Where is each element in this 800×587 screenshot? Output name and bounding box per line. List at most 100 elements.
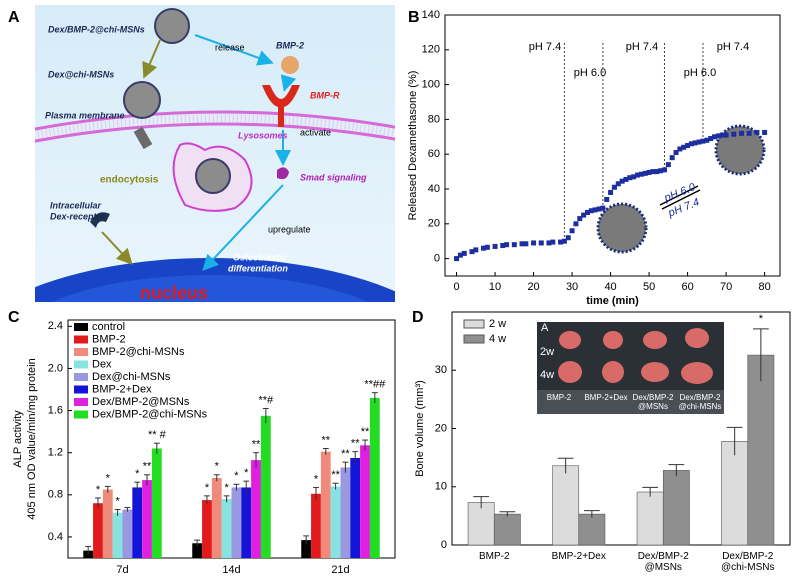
legend-swatch	[74, 335, 88, 344]
significance-label: *	[96, 484, 101, 496]
significance-label: *	[135, 468, 140, 480]
bar	[350, 457, 361, 558]
bar	[369, 397, 380, 558]
data-point	[658, 168, 664, 174]
x-tick-label: 10	[489, 281, 501, 293]
data-point	[688, 141, 694, 147]
arrow	[280, 74, 297, 92]
diagram-label: Smad signaling	[300, 172, 367, 182]
diagram-label: Intracellular	[50, 200, 102, 210]
y-tick-label: 60	[428, 148, 440, 160]
significance-label: **	[322, 434, 331, 446]
x-tick-label: 60	[681, 281, 693, 293]
legend-label: BMP-2@chi-MSNs	[92, 346, 185, 358]
significance-label: **	[331, 469, 340, 481]
diagram-label: BMP-2	[276, 40, 304, 50]
data-point	[519, 241, 525, 247]
y-tick-label: 1.6	[48, 404, 63, 416]
membrane	[35, 110, 395, 131]
x-tick-label: 14d	[222, 564, 240, 576]
diagram-label: differentiation	[228, 263, 288, 273]
data-point	[712, 134, 718, 140]
inset-row-label: 2w	[540, 346, 554, 358]
diagram-label: Dex/BMP-2@chi-MSNs	[48, 24, 145, 34]
significance-label: **	[361, 426, 370, 438]
data-point	[469, 249, 475, 255]
legend-swatch	[463, 334, 485, 344]
y-tick-label: 1.2	[48, 447, 63, 459]
data-point	[538, 240, 544, 246]
bar	[301, 540, 312, 558]
x-tick-label: Dex/BMP-2 @MSNs	[637, 551, 689, 573]
bar	[340, 467, 351, 558]
data-point	[584, 209, 590, 215]
ph-annotation: pH 6.0	[684, 67, 716, 79]
panel-label: D	[412, 309, 424, 326]
y-tick-label: 0	[434, 253, 440, 265]
y-tick-label: 20	[428, 218, 440, 230]
bmp-receptor	[262, 85, 300, 127]
bmp2-protein	[281, 56, 299, 74]
data-point	[746, 130, 752, 136]
legend-label: BMP-2+Dex	[92, 383, 152, 395]
data-point	[677, 146, 683, 152]
bar	[142, 480, 152, 558]
significance-label: **##	[364, 379, 386, 391]
bar	[211, 477, 222, 558]
x-tick-label: BMP-2	[478, 551, 510, 562]
y-tick-label: 40	[428, 183, 440, 195]
panel-label: C	[8, 309, 20, 326]
arrow	[202, 184, 284, 271]
inset-label: Dex/BMP-2 @MSNs	[632, 393, 674, 411]
x-tick-label: 0	[453, 281, 459, 293]
data-point	[511, 242, 517, 248]
ph-annotation: pH 7.4	[626, 41, 658, 53]
x-axis-title: time (min)	[586, 295, 639, 307]
legend-label: 4 w	[489, 333, 506, 345]
data-point	[704, 137, 710, 143]
particle	[154, 8, 190, 44]
bar	[202, 500, 212, 558]
diagram-label: activate	[300, 127, 331, 137]
legend-label: control	[92, 321, 125, 333]
diagram-label: upregulate	[268, 224, 311, 234]
legend-swatch	[74, 398, 88, 406]
data-point	[561, 238, 567, 244]
inset-tag: A	[541, 322, 549, 334]
inset-row-label: 4w	[540, 369, 554, 381]
data-point	[642, 170, 648, 176]
bar	[467, 502, 495, 546]
data-point	[646, 169, 652, 175]
data-point	[592, 207, 598, 213]
equilibrium-arrow	[661, 189, 701, 210]
particle	[714, 124, 766, 176]
bar	[493, 513, 521, 546]
y-tick-label: 20	[435, 422, 447, 434]
data-point	[565, 235, 571, 241]
ph-annotation: pH 7.4	[529, 41, 561, 53]
data-point	[600, 205, 606, 211]
y-axis-title: 405 nm OD value/min/mg protein	[26, 358, 38, 519]
y-tick-label: 100	[422, 79, 440, 91]
data-point	[550, 239, 556, 245]
data-point	[669, 155, 675, 161]
bar	[93, 503, 103, 558]
bar	[112, 512, 123, 558]
y-tick-label: 0	[441, 539, 447, 551]
data-point	[762, 129, 768, 135]
data-point	[473, 247, 479, 253]
inset-caption-bar	[537, 390, 724, 414]
inset-label: BMP-2	[546, 393, 572, 402]
significance-label: **	[252, 439, 261, 451]
data-point	[454, 256, 460, 262]
bar	[578, 513, 606, 546]
data-point	[608, 189, 614, 195]
y-tick-label: 0.8	[48, 489, 63, 501]
x-tick-label: 50	[643, 281, 655, 293]
significance-label: *	[215, 461, 220, 473]
bar	[251, 460, 261, 558]
x-tick-label: BMP-2+Dex	[551, 551, 606, 562]
legend-swatch	[74, 385, 88, 394]
